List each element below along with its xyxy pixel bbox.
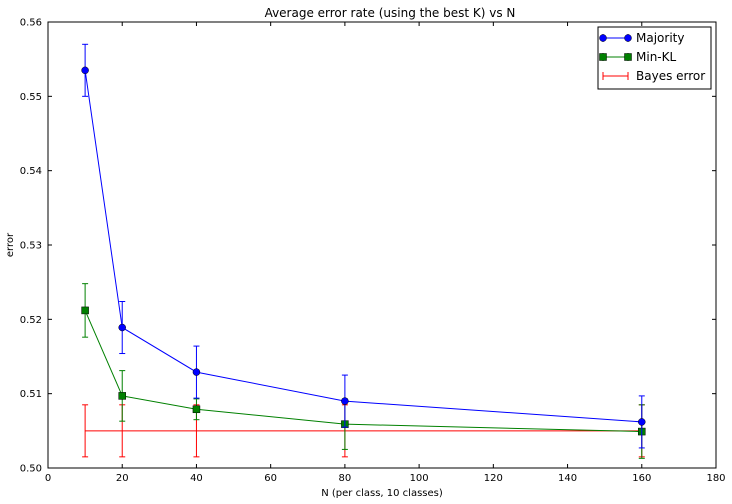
x-tick-label: 0	[45, 473, 51, 484]
chart-title: Average error rate (using the best K) vs…	[265, 6, 516, 20]
plot-area: 0 20 40 60 80 100 120 140 160 180 0.50 0.51 0.52 0.53…	[20, 18, 726, 485]
x-tick-label: 80	[339, 473, 352, 484]
x-tick-label: 140	[558, 473, 577, 484]
legend-label: Majority	[636, 31, 684, 45]
y-tick-label: 0.55	[20, 92, 42, 103]
data-point	[192, 405, 201, 414]
legend-marker	[624, 53, 632, 61]
series-bayes-error	[82, 404, 645, 458]
y-tick-label: 0.50	[20, 464, 42, 475]
legend-label: Min-KL	[636, 50, 676, 64]
legend-label: Bayes error	[636, 69, 705, 83]
y-tick-label: 0.54	[20, 166, 42, 177]
data-point	[118, 392, 126, 400]
x-tick-label: 160	[632, 473, 651, 484]
legend-marker	[599, 53, 607, 61]
x-tick-label: 60	[264, 473, 277, 484]
y-tick-label: 0.51	[20, 389, 42, 400]
x-tick-label: 20	[116, 473, 129, 484]
data-point	[638, 418, 646, 426]
y-tick-label: 0.56	[20, 18, 42, 29]
data-point	[341, 397, 349, 405]
data-point	[118, 323, 126, 332]
legend-marker	[624, 34, 632, 42]
series-majority	[81, 43, 646, 449]
y-tick-label: 0.53	[20, 241, 42, 252]
legend-item: Majority	[599, 31, 684, 45]
x-tick-label: 40	[190, 473, 203, 484]
data-point	[81, 66, 89, 75]
series-line	[84, 310, 642, 433]
x-tick-label: 180	[706, 473, 725, 484]
legend-item: Min-KL	[599, 50, 676, 64]
legend-item: Bayes error	[602, 69, 705, 83]
data-point	[192, 368, 201, 376]
series-line	[84, 70, 642, 423]
x-axis-label: N (per class, 10 classes)	[321, 488, 443, 499]
y-tick-label: 0.52	[20, 315, 42, 326]
x-tick-label: 120	[484, 473, 503, 484]
legend-marker	[599, 34, 607, 42]
data-point	[81, 306, 89, 315]
series-min-kl	[81, 283, 646, 459]
y-axis-label: error	[5, 232, 16, 257]
legend: Majority Min-KL Bayes error	[597, 26, 712, 90]
x-tick-label: 100	[410, 473, 429, 484]
legend-box	[597, 26, 712, 90]
